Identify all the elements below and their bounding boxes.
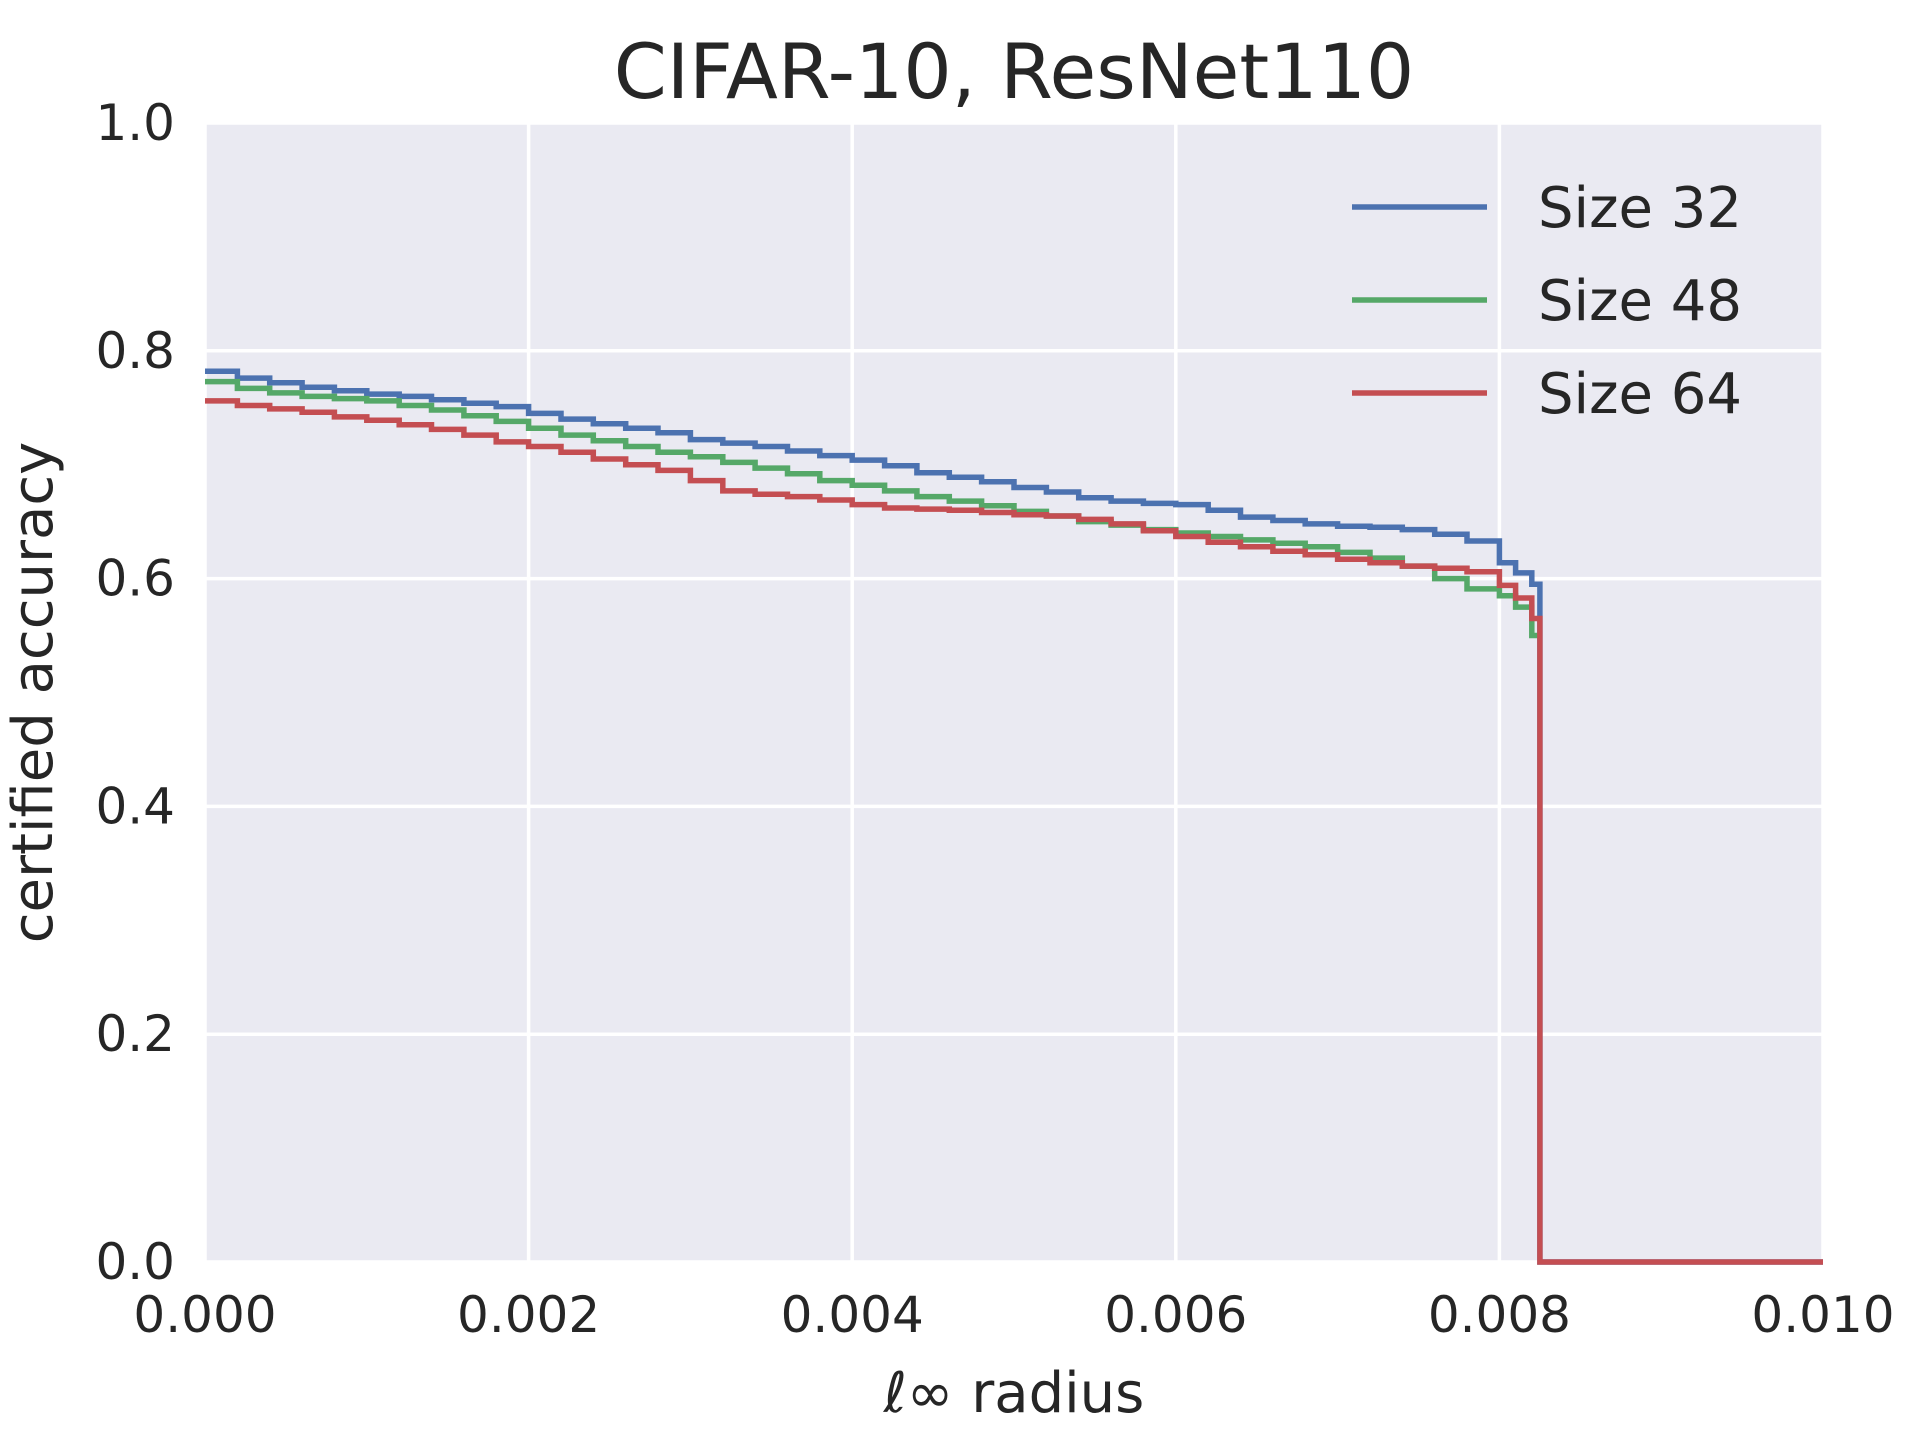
legend: Size 32 Size 48 Size 64 bbox=[1352, 176, 1742, 427]
x-tick-label: 0.006 bbox=[1104, 1286, 1247, 1344]
y-tick-label: 0.2 bbox=[95, 1005, 175, 1063]
y-tick-label: 0.4 bbox=[95, 777, 175, 835]
y-tick-label: 0.8 bbox=[95, 322, 175, 380]
y-axis-label: certified accuracy bbox=[1, 442, 66, 944]
legend-label: Size 64 bbox=[1538, 362, 1742, 427]
y-tick-label: 0.0 bbox=[95, 1233, 175, 1291]
x-tick-label: 0.004 bbox=[781, 1286, 924, 1344]
x-tick-label: 0.008 bbox=[1428, 1286, 1571, 1344]
series-line-1 bbox=[205, 368, 1823, 1265]
grid bbox=[203, 121, 1825, 1264]
chart-title: CIFAR-10, ResNet110 bbox=[614, 27, 1415, 116]
y-tick-labels: 0.0 0.2 0.4 0.6 0.8 1.0 bbox=[95, 94, 175, 1291]
legend-label: Size 48 bbox=[1538, 269, 1742, 334]
y-tick-label: 0.6 bbox=[95, 550, 175, 608]
x-tick-label: 0.002 bbox=[457, 1286, 600, 1344]
x-axis-label: ℓ∞ radius bbox=[883, 1361, 1145, 1426]
series-layer bbox=[205, 368, 1823, 1265]
series-line-3 bbox=[205, 398, 1823, 1265]
plot-area bbox=[205, 123, 1823, 1262]
x-tick-labels: 0.000 0.002 0.004 0.006 0.008 0.010 bbox=[133, 1286, 1894, 1344]
series-line-2 bbox=[205, 378, 1540, 639]
x-tick-label: 0.000 bbox=[133, 1286, 276, 1344]
y-tick-label: 1.0 bbox=[95, 94, 175, 152]
legend-label: Size 32 bbox=[1538, 176, 1742, 241]
x-tick-label: 0.010 bbox=[1751, 1286, 1894, 1344]
